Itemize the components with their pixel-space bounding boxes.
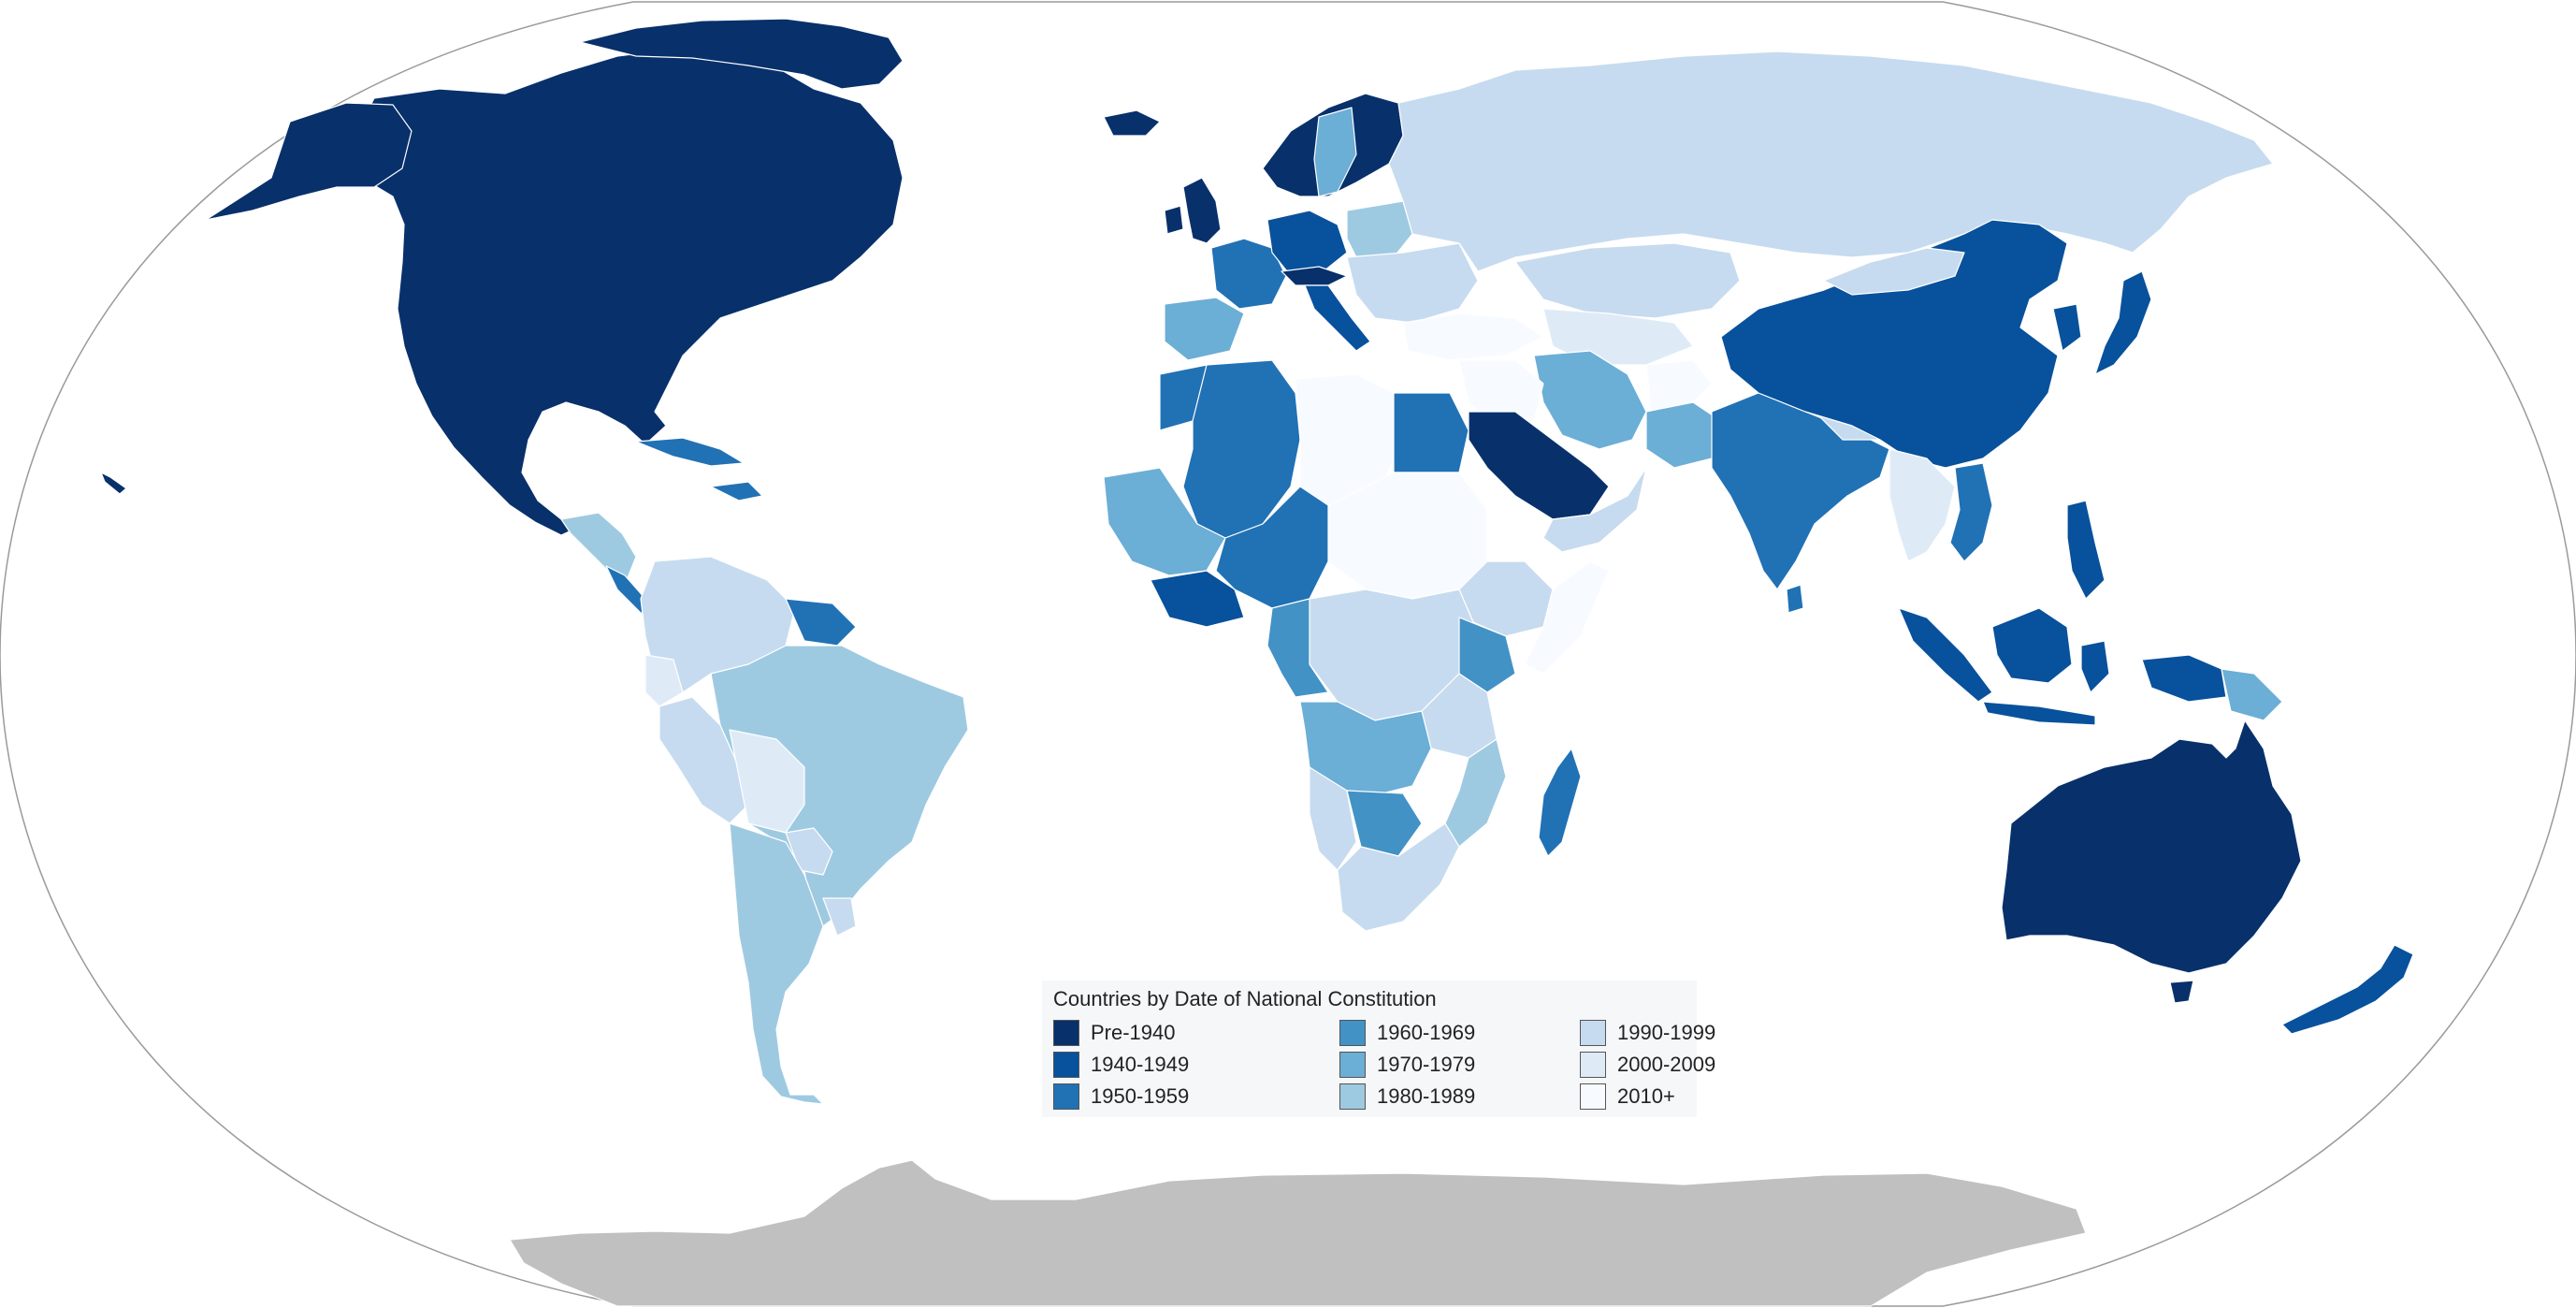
switzerland-austria: [1281, 266, 1348, 286]
central-asia: [1542, 308, 1694, 366]
alaska: [205, 102, 412, 221]
madagascar: [1538, 748, 1582, 857]
legend-item-1960-1969: 1960-1969: [1339, 1020, 1580, 1046]
mozambique: [1444, 738, 1507, 848]
guyanas: [785, 598, 857, 647]
legend-item-pre-1940: Pre-1940: [1053, 1020, 1339, 1046]
borneo: [1991, 607, 2073, 684]
legend-swatch: [1580, 1083, 1606, 1110]
uk: [1182, 177, 1222, 244]
legend-item-1950-1959: 1950-1959: [1053, 1083, 1339, 1110]
legend-grid: Pre-1940 1960-1969 1990-1999 1940-1949 1…: [1053, 1020, 1715, 1110]
legend-title: Countries by Date of National Constituti…: [1053, 987, 1437, 1010]
turkey: [1402, 312, 1544, 361]
iraq-syria: [1458, 359, 1544, 427]
egypt: [1393, 392, 1469, 473]
peru: [658, 696, 749, 824]
oman-yemen: [1542, 467, 1647, 553]
france: [1210, 238, 1287, 310]
vietnam: [1949, 462, 1993, 562]
antarctica: [509, 1159, 2087, 1307]
legend-label: 2010+: [1617, 1084, 1675, 1108]
papua-new-guinea: [2221, 668, 2283, 721]
botswana: [1346, 790, 1423, 857]
legend-label: 2000-2009: [1617, 1053, 1716, 1076]
legend-swatch: [1339, 1083, 1366, 1110]
legend-swatch: [1053, 1020, 1079, 1046]
mongolia: [1823, 247, 1965, 296]
arctic-islands: [579, 18, 904, 90]
congo-gabon: [1266, 598, 1329, 698]
sumatra: [1898, 607, 1993, 703]
ireland: [1164, 205, 1184, 235]
south-africa: [1337, 822, 1460, 932]
angola-zambia: [1299, 701, 1432, 796]
hawaii: [100, 472, 127, 495]
new-zealand: [2281, 944, 2414, 1035]
iran: [1533, 350, 1647, 450]
sri-lanka: [1786, 584, 1804, 614]
legend-swatch: [1339, 1052, 1366, 1078]
cuba: [635, 437, 745, 467]
kazakhstan: [1514, 242, 1741, 319]
java: [1982, 701, 2096, 726]
sulawesi: [2080, 640, 2110, 693]
legend-item-1990-1999: 1990-1999: [1580, 1020, 1715, 1046]
sweden: [1313, 107, 1357, 197]
central-europe: [1266, 210, 1348, 277]
legend-label: 1980-1989: [1377, 1084, 1476, 1108]
legend-item-2000-2009: 2000-2009: [1580, 1052, 1715, 1078]
legend-swatch: [1053, 1083, 1079, 1110]
italy: [1304, 284, 1371, 352]
somalia: [1524, 560, 1610, 675]
legend-swatch: [1053, 1052, 1079, 1078]
legend-label: 1940-1949: [1091, 1053, 1190, 1076]
tasmania: [2169, 980, 2194, 1004]
new-guinea: [2141, 654, 2227, 703]
niger-nigeria: [1215, 486, 1329, 609]
hispaniola: [710, 481, 763, 501]
iberia: [1164, 297, 1245, 361]
bolivia: [729, 729, 805, 834]
legend-label: 1960-1969: [1377, 1021, 1476, 1044]
legend-item-1970-1979: 1970-1979: [1339, 1052, 1580, 1078]
uruguay: [822, 897, 857, 937]
legend-swatch: [1580, 1020, 1606, 1046]
kenya: [1458, 617, 1516, 693]
legend-item-1980-1989: 1980-1989: [1339, 1083, 1580, 1110]
north-america: [287, 46, 904, 536]
japan: [2094, 270, 2152, 375]
legend-swatch: [1339, 1020, 1366, 1046]
legend-swatch: [1580, 1052, 1606, 1078]
map-legend: Countries by Date of National Constituti…: [1042, 981, 1715, 1117]
russia: [1388, 51, 2274, 272]
afghanistan: [1645, 359, 1713, 413]
indochina: [1889, 448, 1956, 562]
philippines: [2066, 500, 2106, 600]
legend-label: 1950-1959: [1091, 1084, 1190, 1108]
ecuador: [644, 654, 684, 707]
legend-label: Pre-1940: [1091, 1021, 1176, 1044]
legend-label: 1970-1979: [1377, 1053, 1476, 1076]
eastern-europe: [1346, 242, 1479, 324]
iceland: [1103, 109, 1161, 137]
australia: [2001, 719, 2302, 974]
argentina-chile: [729, 822, 824, 1105]
korea: [2052, 303, 2082, 352]
brazil: [710, 645, 969, 927]
legend-item-1940-1949: 1940-1949: [1053, 1052, 1339, 1078]
gulf-of-guinea: [1150, 570, 1245, 628]
legend-item-2010-plus: 2010+: [1580, 1083, 1711, 1110]
legend-label: 1990-1999: [1617, 1021, 1716, 1044]
